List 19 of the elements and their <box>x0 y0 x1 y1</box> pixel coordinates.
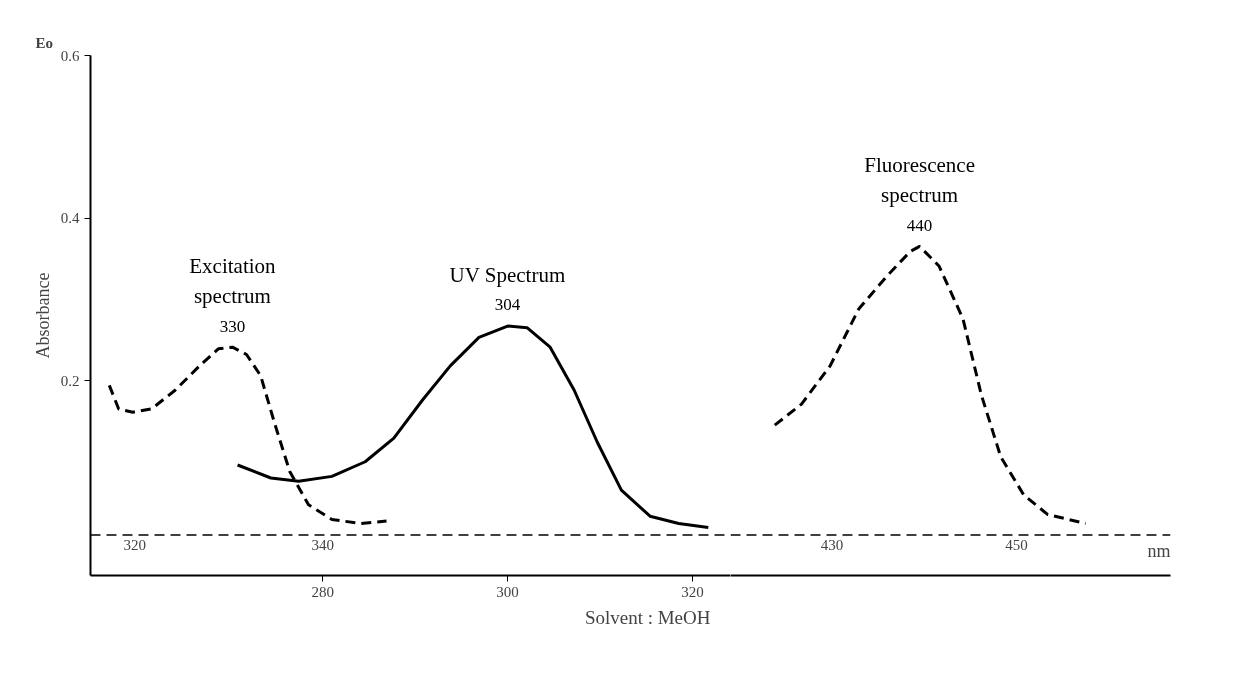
annotation: 304 <box>494 295 521 315</box>
y-axis-title: Absorbance <box>32 272 53 359</box>
x-axis-title: Solvent : MeOH <box>584 606 711 628</box>
y-tick-label: 0.2 <box>60 372 80 389</box>
text: UV Spectrum <box>449 263 566 288</box>
x2-tick-label: 340 <box>311 536 334 553</box>
text: Eo <box>35 34 54 51</box>
annotation: 330 <box>219 316 246 336</box>
y-tick-label: 0.4 <box>60 210 80 226</box>
y-tick-label: 0.6 <box>60 47 80 64</box>
x-axis-title: nm <box>1147 540 1171 561</box>
annotation: 440 <box>906 215 933 235</box>
x-tick-label: 300 <box>496 583 519 600</box>
x-tick-label: 320 <box>681 583 704 600</box>
text: Excitation spectrum <box>189 254 277 309</box>
x-tick-label: 430 <box>820 536 844 553</box>
x-tick-label: 280 <box>311 583 334 600</box>
text: Fluorescence spectrum <box>864 153 975 208</box>
x-tick-label: 450 <box>1005 536 1028 553</box>
